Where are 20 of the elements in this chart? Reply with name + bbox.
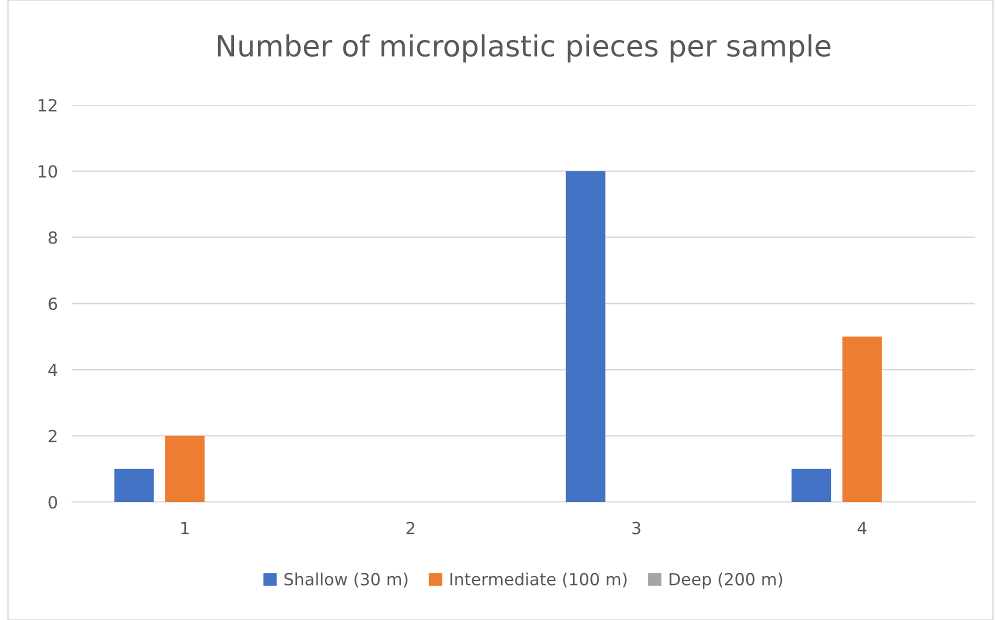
y-tick-label: 8 <box>48 231 57 244</box>
chart-title: Number of microplastic pieces per sample <box>218 34 830 62</box>
y-tick-label: 4 <box>48 364 58 376</box>
y-tick-label: 10 <box>38 165 58 178</box>
x-tick-label: 2 <box>406 522 414 534</box>
y-tick-label: 12 <box>38 98 56 112</box>
x-tick-label: 3 <box>632 522 640 534</box>
bar <box>165 436 205 502</box>
legend-label: Deep (200 m) <box>670 572 782 589</box>
bar <box>792 468 832 502</box>
bar <box>842 336 882 502</box>
legend-label: Shallow (30 m) <box>284 572 408 588</box>
x-tick-label: 1 <box>181 522 189 534</box>
x-tick-label: 4 <box>858 522 866 534</box>
bar <box>566 171 606 502</box>
bar <box>114 468 154 502</box>
y-tick-label: 0 <box>48 496 58 509</box>
y-tick-label: 2 <box>48 430 56 442</box>
y-tick-label: 6 <box>48 297 58 310</box>
legend-label: Intermediate (100 m) <box>450 572 627 588</box>
